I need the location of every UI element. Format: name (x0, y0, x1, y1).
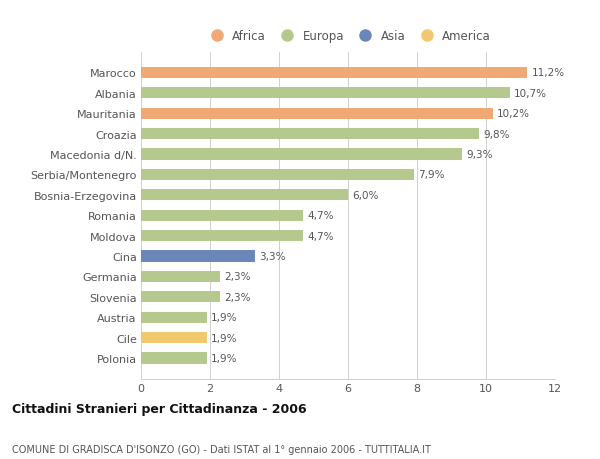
Bar (141, 129, 479, 140)
Bar (141, 312, 206, 323)
Text: 4,7%: 4,7% (307, 231, 334, 241)
Bar (141, 271, 220, 282)
Bar (141, 88, 510, 99)
Bar (141, 169, 413, 180)
Text: 2,3%: 2,3% (224, 272, 251, 282)
Bar (141, 149, 462, 160)
Text: COMUNE DI GRADISCA D'ISONZO (GO) - Dati ISTAT al 1° gennaio 2006 - TUTTITALIA.IT: COMUNE DI GRADISCA D'ISONZO (GO) - Dati … (12, 444, 431, 454)
Bar (141, 291, 220, 303)
Bar (141, 230, 303, 242)
Bar (141, 353, 206, 364)
Bar (141, 332, 206, 343)
Bar (141, 210, 303, 221)
Text: 1,9%: 1,9% (211, 313, 237, 323)
Text: 6,0%: 6,0% (352, 190, 379, 201)
Text: 1,9%: 1,9% (211, 333, 237, 343)
Text: 7,9%: 7,9% (418, 170, 444, 180)
Bar (141, 67, 527, 79)
Legend: Africa, Europa, Asia, America: Africa, Europa, Asia, America (202, 26, 494, 46)
Text: 9,8%: 9,8% (483, 129, 510, 139)
Bar (141, 108, 493, 119)
Text: 2,3%: 2,3% (224, 292, 251, 302)
Bar (141, 190, 348, 201)
Text: Cittadini Stranieri per Cittadinanza - 2006: Cittadini Stranieri per Cittadinanza - 2… (12, 403, 307, 415)
Text: 4,7%: 4,7% (307, 211, 334, 221)
Text: 9,3%: 9,3% (466, 150, 493, 160)
Text: 11,2%: 11,2% (532, 68, 565, 78)
Text: 10,7%: 10,7% (514, 89, 547, 99)
Text: 1,9%: 1,9% (211, 353, 237, 363)
Text: 10,2%: 10,2% (497, 109, 530, 119)
Bar (141, 251, 255, 262)
Text: 3,3%: 3,3% (259, 252, 286, 262)
